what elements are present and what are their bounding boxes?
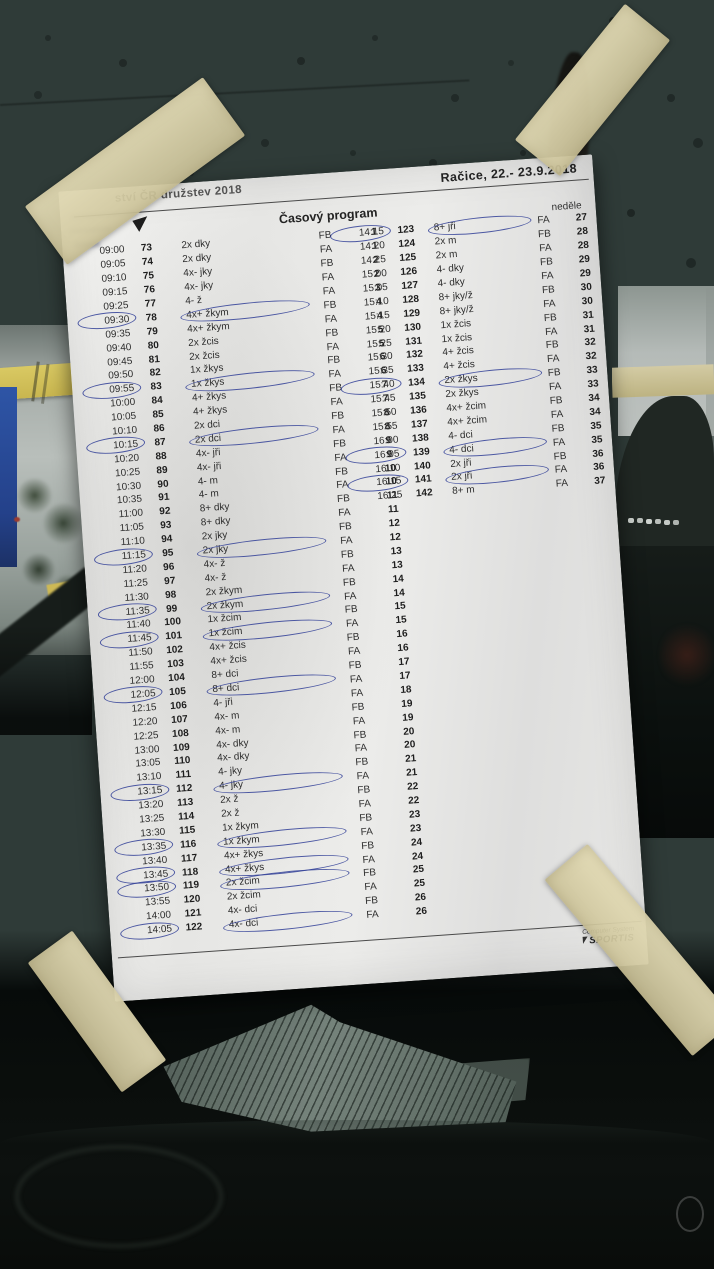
heat-number: 30 — [580, 281, 593, 294]
final-group: FA — [546, 353, 560, 366]
final-group: FA — [544, 325, 558, 338]
heat-number: 33 — [586, 364, 599, 377]
final-group: FA — [540, 270, 554, 283]
final-group: FA — [554, 464, 568, 477]
heat-number: 26 — [415, 905, 428, 918]
final-group: FB — [547, 367, 561, 380]
heat-number: 31 — [583, 323, 596, 335]
heat-number: 32 — [584, 336, 597, 349]
final-group: FB — [553, 450, 567, 463]
car-chrome-lettering — [628, 518, 634, 523]
final-group: FA — [552, 436, 566, 449]
heat-number: 27 — [575, 212, 588, 225]
watermark-ring — [676, 1196, 704, 1232]
race-time: 14:05 — [124, 924, 173, 938]
car-interior — [0, 930, 714, 1269]
heat-number: 37 — [593, 475, 606, 488]
final-group: FB — [545, 339, 560, 352]
heat-number: 29 — [579, 267, 592, 280]
heat-number: 36 — [591, 447, 604, 460]
beige-barrier — [612, 364, 714, 398]
heat-number: 29 — [578, 253, 591, 266]
heat-number: 34 — [588, 392, 600, 405]
race-number: 122 — [185, 921, 203, 934]
red-reflection — [660, 620, 714, 690]
final-group: FB — [549, 395, 563, 407]
final-group: FB — [537, 228, 552, 241]
heat-number: 34 — [589, 406, 601, 419]
dashboard-vent — [15, 1145, 223, 1248]
final-group: FA — [548, 381, 562, 394]
rain-droplets — [0, 0, 6, 6]
heat-number: 35 — [590, 420, 602, 432]
shadow-fade — [0, 625, 92, 735]
heat-number: 28 — [576, 226, 589, 238]
heat-number: 31 — [582, 309, 595, 322]
race-number: 142 — [415, 487, 434, 500]
heat-number: 32 — [585, 350, 598, 363]
schedule-right-column: 14:15 123 8+ jři FA 27 14:20 124 2x m FB 28 14:25 1… — [334, 209, 633, 506]
heat-number: 28 — [577, 239, 590, 252]
red-speck — [14, 517, 20, 522]
final-group: FA — [538, 242, 552, 255]
final-group: FB — [551, 422, 565, 435]
light-edge — [706, 288, 714, 548]
final-group: FB — [541, 284, 556, 297]
heat-number: 30 — [581, 295, 594, 308]
heat-number: 35 — [591, 433, 603, 446]
final-group: FA — [542, 298, 556, 310]
final-group: FA — [537, 214, 551, 227]
final-group: FB — [539, 256, 554, 269]
final-group: FA — [550, 408, 564, 421]
race-time: 16:25 — [376, 489, 403, 503]
final-group: FA — [366, 909, 380, 921]
final-group: FA — [555, 478, 569, 491]
heat-number: 33 — [587, 378, 600, 391]
heat-number: 36 — [592, 461, 605, 474]
final-group: FB — [543, 311, 558, 324]
